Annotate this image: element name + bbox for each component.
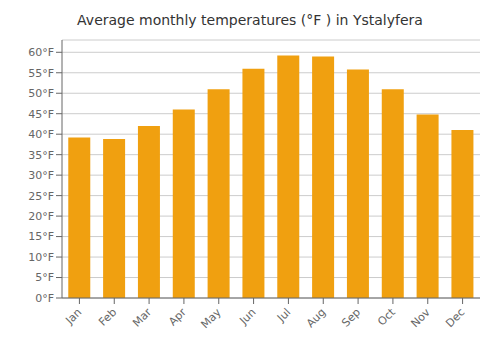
svg-text:50°F: 50°F [28, 87, 54, 100]
svg-text:35°F: 35°F [28, 149, 54, 162]
svg-text:20°F: 20°F [28, 210, 54, 223]
svg-text:Feb: Feb [96, 306, 119, 329]
svg-text:Aug: Aug [304, 306, 328, 330]
svg-text:15°F: 15°F [28, 230, 54, 243]
svg-text:0°F: 0°F [35, 292, 54, 305]
svg-text:Oct: Oct [375, 305, 398, 328]
svg-text:30°F: 30°F [28, 169, 54, 182]
svg-text:Nov: Nov [408, 305, 433, 330]
svg-text:5°F: 5°F [35, 271, 54, 284]
svg-text:45°F: 45°F [28, 108, 54, 121]
svg-text:55°F: 55°F [28, 67, 54, 80]
svg-text:Dec: Dec [443, 306, 467, 330]
svg-text:25°F: 25°F [28, 190, 54, 203]
svg-text:Jan: Jan [62, 306, 84, 328]
svg-text:Jul: Jul [274, 306, 293, 325]
svg-text:60°F: 60°F [28, 46, 54, 59]
html-text:Average monthly temperatures (: Average monthly temperatures (°F ) in Ys… [77, 12, 423, 28]
svg-text:Apr: Apr [166, 305, 189, 328]
svg-text:40°F: 40°F [28, 128, 54, 141]
svg-text:10°F: 10°F [28, 251, 54, 264]
svg-text:Jun: Jun [236, 306, 258, 328]
svg-text:May: May [198, 305, 224, 331]
svg-text:Sep: Sep [339, 306, 363, 330]
svg-text:Mar: Mar [130, 305, 154, 329]
